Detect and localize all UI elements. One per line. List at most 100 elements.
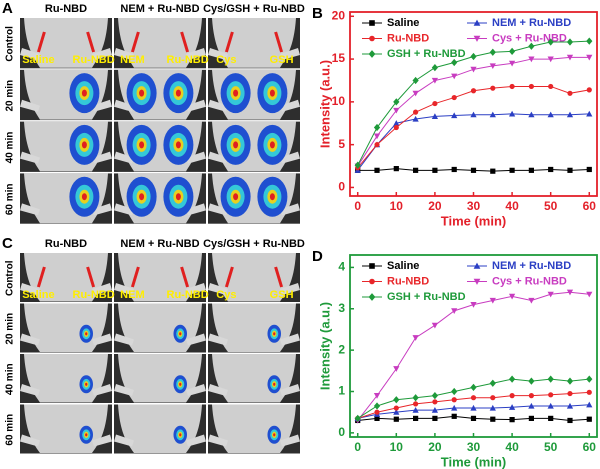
mouse-leg: [20, 384, 112, 396]
signal-spot: [273, 332, 276, 336]
x-tick-label: 60: [583, 199, 597, 213]
data-point: [547, 291, 554, 298]
data-point: [431, 406, 439, 413]
data-point: [489, 404, 496, 411]
data-point: [509, 417, 515, 423]
signal-spot: [139, 193, 145, 201]
panel-label: B: [312, 5, 323, 22]
y-tick-label: 3: [338, 301, 345, 315]
data-point: [451, 166, 457, 173]
legend-label: NEM + Ru-NBD: [492, 260, 571, 272]
signal-spot: [85, 382, 88, 386]
data-point: [470, 395, 477, 401]
signal-spot: [139, 89, 145, 97]
data-point: [508, 110, 516, 117]
data-point: [509, 167, 515, 173]
y-axis-label: Intensity (a.u.): [317, 302, 332, 390]
data-point: [566, 38, 574, 46]
data-point: [374, 409, 380, 415]
mouse-leg: [114, 384, 206, 396]
legend-label: GSH + Ru-NBD: [387, 48, 466, 60]
x-axis-label: Time (min): [441, 213, 507, 228]
data-point: [586, 110, 593, 117]
arrow: [274, 266, 284, 288]
mouse-leg: [114, 48, 206, 60]
mouse-leg: [114, 333, 206, 346]
legend-marker: [369, 35, 375, 42]
y-tick-label: 0: [338, 425, 345, 439]
data-point: [373, 402, 381, 410]
site-label: Ru-NBD: [73, 289, 115, 301]
mouse-leg: [208, 384, 300, 396]
column-header: Ru-NBD: [45, 238, 87, 250]
legend-label: Saline: [387, 17, 419, 29]
signal-spot: [233, 193, 239, 201]
data-point: [548, 392, 554, 398]
data-point: [470, 88, 477, 94]
data-point: [528, 393, 534, 399]
data-point: [393, 107, 400, 114]
legend-label: Ru-NBD: [387, 32, 429, 44]
data-point: [432, 399, 438, 405]
data-point: [354, 414, 361, 423]
data-point: [451, 58, 458, 67]
signal-spot: [175, 193, 181, 201]
x-tick-label: 10: [390, 440, 404, 454]
site-label: Saline: [22, 289, 54, 301]
data-point: [490, 168, 496, 174]
data-point: [567, 167, 573, 173]
data-point: [490, 416, 496, 422]
legend-marker: [473, 262, 481, 269]
data-point: [508, 404, 516, 410]
signal-spot: [81, 141, 87, 149]
panel-label: C: [2, 235, 13, 252]
mouse-leg: [20, 434, 112, 447]
data-point: [566, 54, 574, 61]
legend-marker: [369, 278, 375, 285]
data-point: [431, 77, 439, 84]
legend-label: Cys + Ru-NBD: [492, 32, 567, 44]
mouse-leg: [208, 283, 300, 295]
mouse-leg: [208, 48, 300, 60]
data-point: [393, 405, 399, 411]
data-point: [508, 293, 516, 300]
data-point: [528, 111, 535, 118]
arrow: [130, 266, 140, 288]
mouse-body: [24, 253, 108, 302]
signal-spot: [179, 332, 182, 336]
data-point: [373, 393, 381, 399]
data-point: [451, 112, 458, 119]
data-point: [393, 98, 400, 106]
legend-label: GSH + Ru-NBD: [387, 291, 466, 303]
data-point: [586, 87, 592, 93]
signal-spot: [175, 89, 181, 97]
y-tick-label: 2: [338, 342, 345, 356]
data-point: [413, 415, 419, 421]
data-point: [548, 83, 554, 90]
legend-marker: [369, 263, 375, 269]
data-point: [412, 115, 419, 122]
signal-spot: [179, 433, 182, 437]
data-point: [470, 404, 477, 411]
data-point: [451, 308, 458, 314]
arrow: [36, 31, 46, 53]
data-point: [393, 166, 399, 172]
legend-marker: [368, 50, 376, 58]
data-point: [374, 142, 380, 148]
data-point: [489, 48, 496, 56]
data-point: [470, 52, 477, 61]
mouse-leg: [20, 333, 112, 346]
data-point: [470, 66, 477, 73]
data-point: [373, 133, 381, 140]
arrow: [274, 31, 284, 53]
data-point: [412, 90, 419, 97]
data-point: [432, 100, 438, 107]
data-point: [490, 85, 496, 91]
data-point: [508, 60, 516, 67]
data-point: [489, 297, 496, 304]
data-point: [566, 289, 574, 296]
mouse-body: [212, 18, 296, 68]
data-point: [509, 83, 515, 90]
data-point: [567, 90, 573, 96]
